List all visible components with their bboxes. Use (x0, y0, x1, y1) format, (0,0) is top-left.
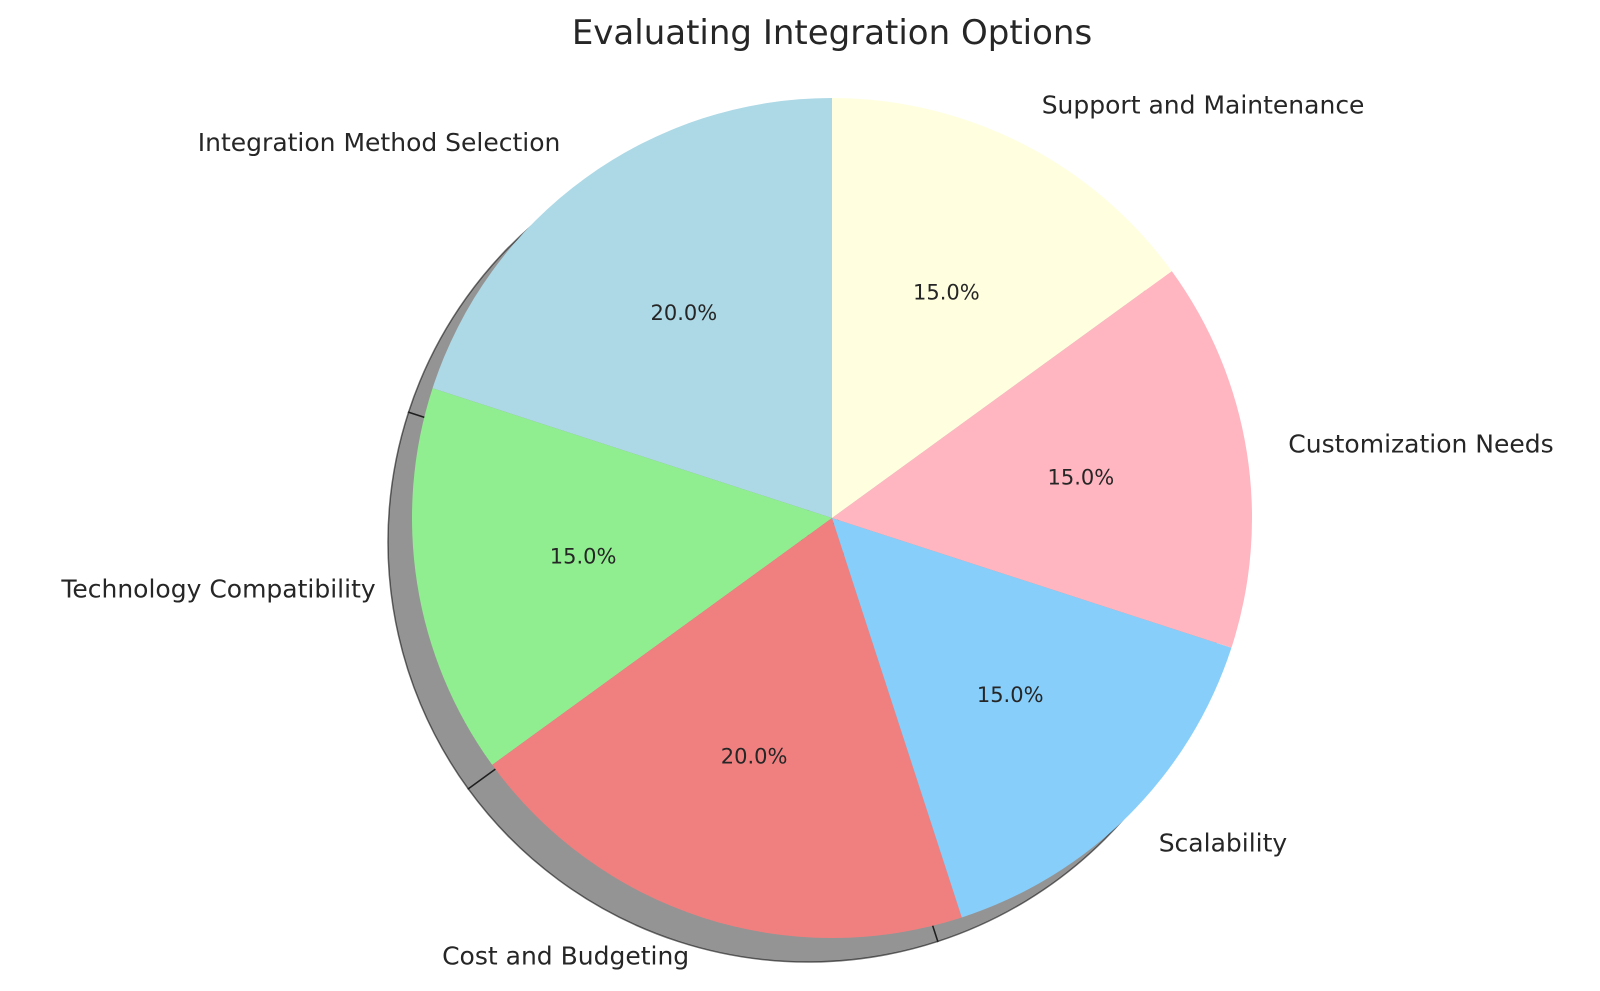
pct-label-customization-needs: 15.0% (1048, 466, 1115, 490)
slice-cost-and-budgeting (492, 518, 962, 938)
slice-label-technology-compatibility: Technology Compatibility (60, 574, 376, 603)
pct-label-scalability: 15.0% (977, 683, 1044, 707)
pie-slice-labels: Integration Method Selection Technology C… (60, 90, 1553, 970)
slice-label-scalability: Scalability (1159, 829, 1288, 858)
pct-label-integration-method-selection: 20.0% (651, 301, 718, 325)
pct-label-cost-and-budgeting: 20.0% (721, 745, 788, 769)
slice-label-cost-and-budgeting: Cost and Budgeting (442, 941, 689, 970)
slice-support-and-maintenance (832, 98, 1172, 518)
slice-technology-compatibility (412, 388, 832, 765)
pct-label-support-and-maintenance: 15.0% (913, 281, 980, 305)
slice-label-customization-needs: Customization Needs (1288, 430, 1553, 459)
slice-customization-needs (832, 271, 1252, 648)
slice-integration-method-selection (432, 98, 832, 518)
pie-slices (412, 98, 1252, 938)
slice-scalability (832, 518, 1232, 918)
slice-label-support-and-maintenance: Support and Maintenance (1042, 90, 1365, 119)
slice-label-integration-method-selection: Integration Method Selection (198, 128, 561, 157)
pie-percent-labels: 20.0% 15.0% 20.0% 15.0% 15.0% 15.0% (550, 281, 1115, 769)
pct-label-technology-compatibility: 15.0% (550, 544, 617, 568)
chart-title: Evaluating Integration Options (572, 13, 1092, 53)
